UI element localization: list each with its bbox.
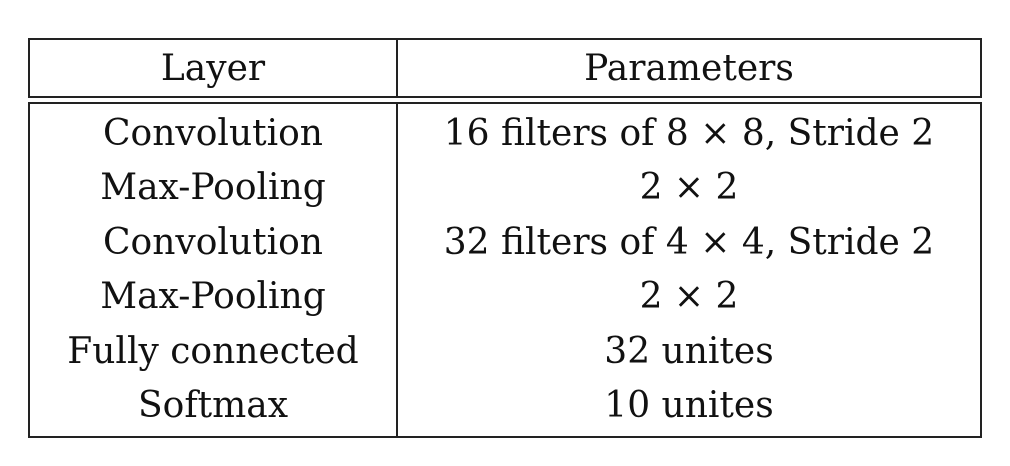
table-body: Convolution Max-Pooling Convolution Max-… (28, 102, 982, 438)
parameters-column: 16 filters of 8 × 8, Stride 2 2 × 2 32 f… (398, 104, 980, 436)
header-parameters: Parameters (584, 47, 794, 89)
table-cell-parameters: 10 unites (604, 385, 774, 427)
table-cell-parameters: 2 × 2 (639, 167, 739, 209)
layer-parameters-table: Layer Parameters Convolution Max-Pooling… (28, 38, 982, 438)
table-cell-layer: Max-Pooling (100, 276, 326, 318)
header-layer: Layer (30, 40, 398, 96)
table-cell-parameters: 32 filters of 4 × 4, Stride 2 (443, 221, 935, 263)
table-header: Layer Parameters (28, 38, 982, 98)
table-cell-parameters: 32 unites (604, 330, 774, 372)
table-cell-parameters: 2 × 2 (639, 276, 739, 318)
table-cell-layer: Convolution (103, 112, 323, 154)
table-cell-layer: Fully connected (67, 330, 359, 372)
table-cell-layer: Softmax (137, 385, 289, 427)
layer-column: Convolution Max-Pooling Convolution Max-… (30, 104, 398, 436)
table-cell-layer: Convolution (103, 221, 323, 263)
table-cell-parameters: 16 filters of 8 × 8, Stride 2 (443, 112, 935, 154)
table-cell-layer: Max-Pooling (100, 167, 326, 209)
